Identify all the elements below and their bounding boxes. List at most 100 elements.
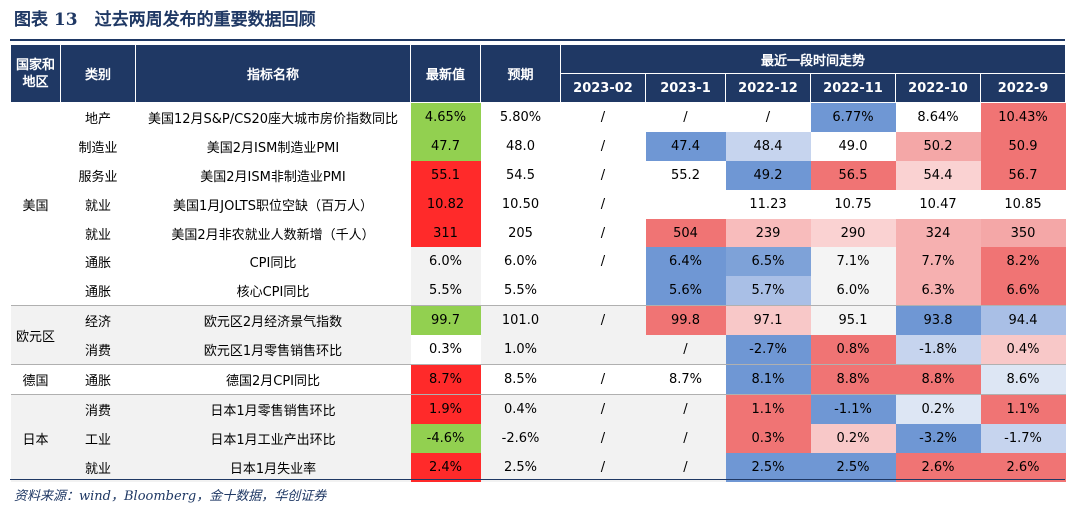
latest-value-cell: 0.3% [410, 335, 481, 365]
trend-cell: 0.8% [810, 335, 896, 365]
latest-value-cell: 1.9% [410, 393, 481, 424]
trend-cell: / [560, 247, 646, 277]
trend-cell: 48.4 [725, 131, 811, 161]
trend-cell: / [560, 131, 646, 161]
indicator-cell: 欧元区2月经济景气指数 [135, 305, 411, 336]
trend-cell: 56.7 [980, 160, 1066, 190]
table-row: 美国 地产 美国12月S&P/CS20座大城市房价指数同比 4.65% 5.80% / / /… [10, 102, 1066, 306]
trend-cell: / [645, 452, 726, 482]
category-cell: 地产 [60, 102, 136, 132]
trend-cell: / [645, 393, 726, 424]
header-row-periods: 2023-02 2023-1 2022-12 2022-11 2022-10 2… [11, 73, 1067, 103]
table-row: 通胀 核心CPI同比 5.5% 5.5% 5.6% 5.7% 6.0% 6.3% 6.6% [11, 276, 1066, 306]
indicator-cell: CPI同比 [135, 247, 411, 277]
trend-cell [560, 276, 646, 306]
trend-cell: 8.8% [810, 364, 896, 395]
region-cell: 日本 [10, 393, 61, 482]
trend-cell: 8.1% [725, 364, 811, 395]
trend-cell: / [560, 218, 646, 248]
trend-cell: 6.3% [895, 276, 981, 306]
trend-cell: 93.8 [895, 305, 981, 336]
trend-cell: 7.7% [895, 247, 981, 277]
trend-cell: 239 [725, 218, 811, 248]
category-cell: 通胀 [60, 364, 136, 395]
category-cell: 消费 [60, 393, 136, 424]
trend-cell: -3.2% [895, 423, 981, 453]
region-cell: 欧元区 [10, 305, 61, 365]
latest-value-cell: 4.65% [410, 102, 481, 132]
header-period: 2023-02 [560, 73, 646, 103]
forecast-cell: -2.6% [480, 423, 561, 453]
trend-cell: / [560, 189, 646, 219]
trend-cell: / [560, 305, 646, 336]
trend-cell: -1.1% [810, 393, 896, 424]
indicator-cell: 欧元区1月零售销售环比 [135, 335, 411, 365]
trend-cell: 94.4 [980, 305, 1066, 336]
region-cell: 德国 [10, 364, 61, 395]
forecast-cell: 101.0 [480, 305, 561, 336]
trend-cell: 10.47 [895, 189, 981, 219]
header-forecast: 预期 [480, 44, 561, 103]
indicator-cell: 美国2月非农就业人数新增（千人） [135, 218, 411, 248]
table-row: 日本 消费 日本1月零售销售环比 1.9% 0.4% //1.1% -1.1% 0.2% 1.1… [10, 393, 1066, 482]
forecast-cell: 5.5% [480, 276, 561, 306]
trend-cell: 50.2 [895, 131, 981, 161]
trend-cell: / [645, 423, 726, 453]
table-row: 通胀 CPI同比 6.0% 6.0%/6.4% 6.5% 7.1% 7.7% 8.2% [11, 247, 1066, 277]
forecast-cell: 5.80% [480, 102, 561, 132]
trend-cell: 6.0% [810, 276, 896, 306]
latest-value-cell: -4.6% [410, 423, 481, 453]
source-note: 资料来源：wind，Bloomberg，金十数据，华创证券 [14, 489, 327, 504]
trend-cell: 8.8% [895, 364, 981, 395]
category-cell: 就业 [60, 189, 136, 219]
trend-cell: 8.64% [895, 102, 981, 132]
trend-cell: 324 [895, 218, 981, 248]
latest-value-cell: 2.4% [410, 452, 481, 482]
forecast-cell: 6.0% [480, 247, 561, 277]
trend-cell: 10.85 [980, 189, 1066, 219]
trend-cell [645, 189, 726, 219]
header-period: 2022-9 [979, 73, 1067, 103]
table-row: 德国 通胀 德国2月CPI同比 8.7% 8.5%/8.7% 8.1% 8.8% 8.8% 8.… [10, 364, 1066, 395]
trend-cell: 6.4% [645, 247, 726, 277]
header-region-label: 国家和 地区 [15, 57, 55, 90]
trend-cell: 56.5 [810, 160, 896, 190]
forecast-cell: 8.5% [480, 364, 561, 395]
data-review-table: 国家和 地区 类别 指标名称 最新值 预期 最近一段时间走势 2023-02 2… [10, 44, 1067, 482]
table-row: 就业 美国2月非农就业人数新增（千人） 311 205/504 239 290 324 350 [11, 218, 1066, 248]
latest-value-cell: 99.7 [410, 305, 481, 336]
indicator-cell: 美国2月ISM非制造业PMI [135, 160, 411, 190]
indicator-cell: 德国2月CPI同比 [135, 364, 411, 395]
forecast-cell: 10.50 [480, 189, 561, 219]
table-row: 欧元区 经济 欧元区2月经济景气指数 99.7 101.0/99.8 97.1 95.1 93… [10, 305, 1066, 365]
category-cell: 经济 [60, 305, 136, 336]
trend-cell: 6.6% [980, 276, 1066, 306]
trend-cell: / [725, 102, 811, 132]
latest-value-cell: 10.82 [410, 189, 481, 219]
trend-cell: 290 [810, 218, 896, 248]
indicator-cell: 美国12月S&P/CS20座大城市房价指数同比 [135, 102, 411, 132]
category-cell: 制造业 [60, 131, 136, 161]
forecast-cell: 48.0 [480, 131, 561, 161]
trend-cell: / [560, 452, 646, 482]
category-cell: 就业 [60, 218, 136, 248]
latest-value-cell: 311 [410, 218, 481, 248]
trend-cell: 350 [980, 218, 1066, 248]
forecast-cell: 54.5 [480, 160, 561, 190]
table-row: 就业 美国1月JOLTS职位空缺（百万人） 10.82 10.50/ 11.23 10.7… [11, 189, 1066, 219]
indicator-cell: 日本1月零售销售环比 [135, 393, 411, 424]
header-period: 2022-12 [725, 73, 811, 103]
trend-cell: / [560, 393, 646, 424]
trend-cell: 6.5% [725, 247, 811, 277]
indicator-cell: 核心CPI同比 [135, 276, 411, 306]
forecast-cell: 2.5% [480, 452, 561, 482]
trend-cell: 5.6% [645, 276, 726, 306]
table-row: 制造业 美国2月ISM制造业PMI 47.7 48.0/47.4 48.4 49.0 50.… [11, 131, 1066, 161]
header-latest: 最新值 [410, 44, 481, 103]
trend-cell [560, 335, 646, 365]
trend-cell: 54.4 [895, 160, 981, 190]
table-row: 消费 欧元区1月零售销售环比 0.3% 1.0% / -2.7% 0.8% -1.8% 0.4% [11, 335, 1066, 365]
table-row: 服务业 美国2月ISM非制造业PMI 55.1 54.5/55.2 49.2 56.5 54… [11, 160, 1066, 190]
category-cell: 消费 [60, 335, 136, 365]
trend-cell: 97.1 [725, 305, 811, 336]
